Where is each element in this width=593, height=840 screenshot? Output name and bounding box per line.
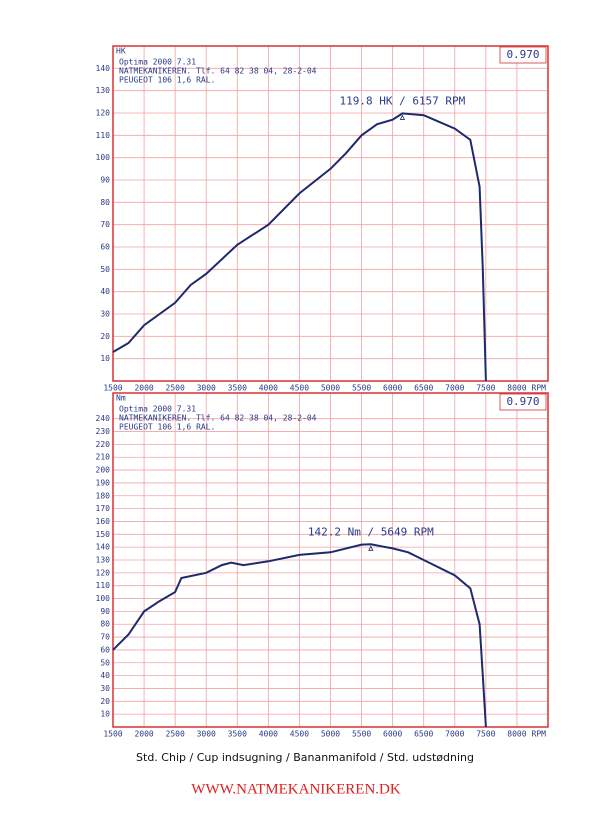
y-tick-label: 10: [100, 354, 110, 363]
x-tick-label: 3000: [197, 730, 216, 739]
y-tick-label: 30: [100, 684, 110, 693]
x-tick-label: 4000: [259, 730, 278, 739]
x-tick-label: 6500: [414, 730, 433, 739]
y-tick-label: 170: [96, 504, 111, 513]
curve: [112, 112, 487, 382]
y-tick-label: 30: [100, 310, 110, 319]
y-tick-label: 100: [96, 594, 111, 603]
y-tick-label: 90: [100, 607, 110, 616]
header-line: Optima 2000 7.31: [119, 58, 196, 67]
x-tick-label: 7500: [476, 730, 495, 739]
curve: [112, 543, 487, 728]
correction-box: [499, 46, 547, 64]
x-tick-label: 2000: [134, 384, 153, 393]
y-tick-label: 180: [96, 491, 111, 500]
y-tick-label: 50: [100, 265, 110, 274]
y-tick-label: 110: [96, 131, 111, 140]
x-tick-label: 7000: [445, 730, 464, 739]
x-tick-label: 3500: [228, 384, 247, 393]
x-tick-label: 4500: [290, 730, 309, 739]
header-line: PEUGEOT 106 1,6 RAL.: [119, 423, 215, 432]
y-tick-label: 140: [96, 64, 111, 73]
y-tick-label: 120: [96, 109, 111, 118]
x-tick-label: 7000: [445, 384, 464, 393]
x-axis-label: RPM: [532, 384, 547, 393]
header-line: Optima 2000 7.31: [119, 405, 196, 414]
peak-marker: [399, 114, 406, 120]
y-tick-label: 160: [96, 517, 111, 526]
plot-frame: [112, 392, 549, 728]
y-tick-label: 10: [100, 710, 110, 719]
x-axis-label: RPM: [532, 730, 547, 739]
y-tick-label: 90: [100, 176, 110, 185]
y-tick-label: 70: [100, 220, 110, 229]
x-tick-label: 7500: [476, 384, 495, 393]
y-tick-label: 80: [100, 198, 110, 207]
x-tick-label: 4500: [290, 384, 309, 393]
x-tick-label: 6500: [414, 384, 433, 393]
y-axis-label: Nm: [116, 394, 126, 403]
x-tick-label: 2500: [166, 730, 185, 739]
x-tick-label: 5500: [352, 730, 371, 739]
correction-factor: 0.970: [506, 48, 539, 61]
header-line: NATMEKANIKEREN. Tlf. 64 82 38 04, 28-2-0…: [119, 414, 317, 423]
y-tick-label: 130: [96, 86, 111, 95]
x-tick-label: 2500: [166, 384, 185, 393]
x-tick-label: 6000: [383, 730, 402, 739]
y-tick-label: 140: [96, 543, 111, 552]
x-tick-label: 1500: [103, 384, 122, 393]
correction-box: [499, 393, 547, 411]
y-tick-label: 240: [96, 414, 111, 423]
website: WWW.NATMEKANIKEREN.DK: [191, 781, 401, 797]
y-tick-label: 190: [96, 478, 111, 487]
caption: Std. Chip / Cup indsugning / Bananmanifo…: [136, 751, 474, 764]
x-tick-label: 8000: [507, 384, 526, 393]
x-tick-label: 4000: [259, 384, 278, 393]
x-tick-label: 5500: [352, 384, 371, 393]
peak-annotation: 119.8 HK / 6157 RPM: [339, 94, 465, 107]
y-tick-label: 220: [96, 440, 111, 449]
peak-annotation: 142.2 Nm / 5649 RPM: [308, 525, 434, 538]
plot-frame: [112, 45, 549, 382]
header-line: PEUGEOT 106 1,6 RAL.: [119, 76, 215, 85]
y-tick-label: 110: [96, 581, 111, 590]
x-tick-label: 2000: [134, 730, 153, 739]
x-tick-label: 6000: [383, 384, 402, 393]
x-tick-label: 5000: [321, 384, 340, 393]
y-axis-label: HK: [116, 47, 126, 56]
y-tick-label: 100: [96, 153, 111, 162]
x-tick-label: 8000: [507, 730, 526, 739]
y-tick-label: 40: [100, 287, 110, 296]
x-tick-label: 3500: [228, 730, 247, 739]
y-tick-label: 70: [100, 633, 110, 642]
correction-factor: 0.970: [506, 395, 539, 408]
x-tick-label: 3000: [197, 384, 216, 393]
header-line: NATMEKANIKEREN. Tlf. 64 82 38 04, 28-2-0…: [119, 67, 317, 76]
y-tick-label: 50: [100, 658, 110, 667]
y-tick-label: 80: [100, 620, 110, 629]
y-tick-label: 200: [96, 466, 111, 475]
y-tick-label: 130: [96, 556, 111, 565]
peak-marker: [368, 545, 374, 551]
x-tick-label: 5000: [321, 730, 340, 739]
y-tick-label: 120: [96, 568, 111, 577]
y-tick-label: 60: [100, 243, 110, 252]
y-tick-label: 20: [100, 332, 110, 341]
y-tick-label: 60: [100, 645, 110, 654]
y-tick-label: 150: [96, 530, 111, 539]
y-tick-label: 40: [100, 671, 110, 680]
x-tick-label: 1500: [103, 730, 122, 739]
y-tick-label: 20: [100, 697, 110, 706]
y-tick-label: 210: [96, 453, 111, 462]
y-tick-label: 230: [96, 427, 111, 436]
